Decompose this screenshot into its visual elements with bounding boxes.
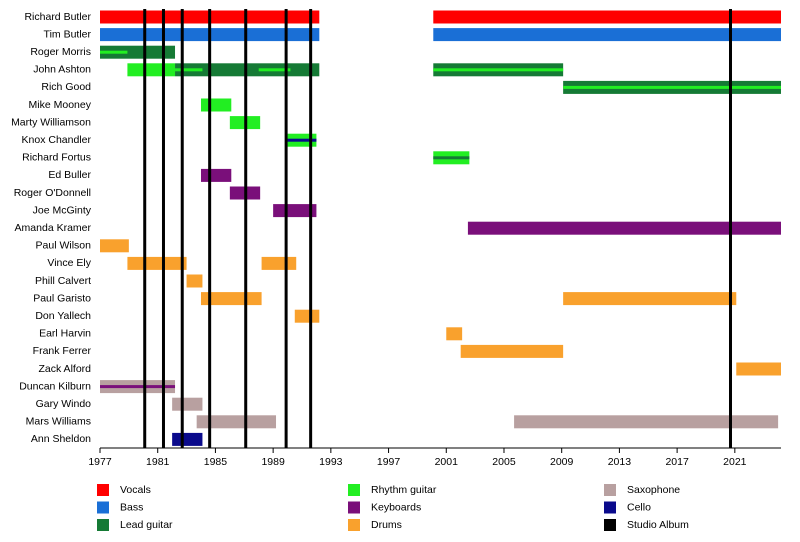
legend-label: Vocals [120, 484, 151, 496]
legend-swatch [348, 501, 360, 514]
bar [467, 221, 781, 235]
x-tick-label: 2013 [608, 456, 632, 468]
member-label: Frank Ferrer [33, 345, 92, 357]
member-label: Tim Butler [44, 28, 92, 40]
x-tick-label: 1977 [88, 456, 112, 468]
overlay-bar [258, 68, 291, 72]
member-label: Phill Calvert [35, 275, 91, 287]
overlay-bar [100, 50, 128, 54]
legend-swatch [604, 501, 616, 514]
x-tick-label: 1981 [146, 456, 170, 468]
bar [100, 45, 176, 59]
bar [460, 344, 564, 358]
member-label: Gary Windo [36, 398, 92, 410]
x-tick-label: 2021 [723, 456, 747, 468]
axis-layer: Richard Butler Tim Butler Roger Morris John… [11, 11, 781, 468]
member-label: John Ashton [33, 64, 91, 76]
legend-label: Saxophone [627, 484, 680, 496]
bar [172, 397, 203, 411]
x-tick-label: 1997 [377, 456, 401, 468]
member-label: Mars Williams [26, 416, 91, 428]
member-label: Roger Morris [30, 46, 91, 58]
bar [127, 256, 187, 270]
legend-swatch [348, 519, 360, 531]
legend-label: Lead guitar [120, 519, 173, 531]
legend-swatch [348, 484, 360, 496]
member-label: Amanda Kramer [15, 222, 92, 234]
x-tick-label: 1989 [261, 456, 285, 468]
bar [736, 362, 781, 376]
legend-label: Rhythm guitar [371, 484, 437, 496]
bar-layer [100, 10, 781, 446]
bar [127, 63, 176, 77]
bar [446, 327, 463, 341]
bar [200, 98, 232, 112]
bar [433, 28, 781, 42]
member-label: Richard Butler [24, 11, 91, 23]
legend-label: Bass [120, 501, 143, 513]
member-label: Ed Buller [48, 169, 91, 181]
member-label: Earl Harvin [39, 328, 91, 340]
x-tick-label: 2017 [665, 456, 689, 468]
member-label: Ann Sheldon [31, 433, 91, 445]
x-tick-label: 1993 [319, 456, 343, 468]
member-label: Paul Wilson [36, 240, 92, 252]
bar [186, 274, 203, 288]
legend-swatch [97, 484, 109, 496]
bar [172, 432, 203, 446]
bar [100, 239, 129, 253]
legend-label: Cello [627, 501, 651, 513]
bar [261, 256, 297, 270]
member-label: Paul Garisto [33, 292, 91, 304]
overlay-bar [433, 68, 564, 72]
album-layer [143, 9, 733, 448]
legend-label: Drums [371, 519, 402, 531]
legend-swatch [97, 519, 109, 531]
member-label: Joe McGinty [33, 204, 92, 216]
x-tick-label: 2005 [492, 456, 516, 468]
overlay-bar [100, 385, 176, 389]
member-label: Richard Fortus [22, 152, 91, 164]
legend-swatch [97, 501, 109, 514]
bar [200, 168, 232, 182]
bar [563, 292, 737, 306]
overlay-layer [100, 50, 781, 389]
legend-swatch [604, 484, 616, 496]
legend: Vocals Bass Lead guitar Rhythm guitar Keyboa… [97, 484, 689, 531]
bar [273, 204, 317, 218]
x-tick-label: 2009 [550, 456, 574, 468]
bar [514, 415, 779, 429]
legend-label: Keyboards [371, 501, 421, 513]
bar [433, 10, 781, 24]
member-label: Roger O'Donnell [14, 187, 91, 199]
member-label: Duncan Kilburn [19, 380, 91, 392]
member-label: Mike Mooney [29, 99, 92, 111]
overlay-bar [563, 85, 781, 89]
member-label: Vince Ely [47, 257, 91, 269]
legend-label: Studio Album [627, 519, 689, 531]
overlay-bar [175, 68, 203, 72]
bar [294, 309, 320, 323]
member-label: Zack Alford [38, 363, 91, 375]
legend-swatch [604, 519, 616, 531]
overlay-bar [433, 156, 470, 160]
overlay-bar [287, 138, 317, 142]
x-tick-label: 1985 [204, 456, 228, 468]
member-label: Rich Good [41, 81, 91, 93]
bar [196, 415, 277, 429]
member-label: Marty Williamson [11, 116, 91, 128]
member-label: Knox Chandler [22, 134, 92, 146]
member-label: Don Yallech [35, 310, 91, 322]
x-tick-label: 2001 [435, 456, 459, 468]
